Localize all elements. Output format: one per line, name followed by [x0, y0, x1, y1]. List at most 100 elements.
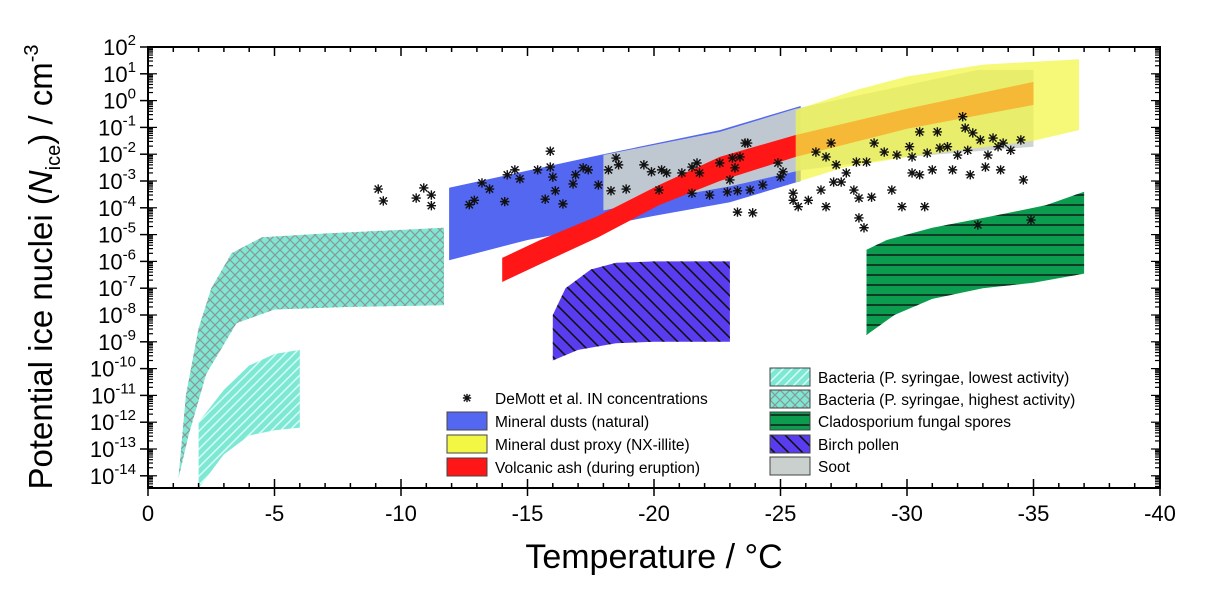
x-tick-label: 0: [142, 501, 154, 526]
y-tick-label: 10-8: [98, 300, 136, 328]
data-point: [879, 147, 889, 157]
y-tick-base: 10: [98, 223, 122, 248]
data-point: [411, 193, 421, 203]
legend-label: Bacteria (P. syringae, highest activity): [818, 392, 1075, 409]
y-tick-label: 100: [103, 86, 136, 114]
data-point: [532, 165, 543, 175]
data-point: [548, 172, 558, 182]
data-point: [778, 167, 788, 177]
legend-swatch: [446, 434, 488, 454]
data-point: [983, 150, 993, 160]
data-point: [656, 165, 667, 175]
data-point: [904, 142, 915, 152]
data-point: [935, 143, 945, 153]
data-point: [502, 170, 512, 180]
data-point: [654, 185, 664, 195]
data-point: [722, 187, 733, 197]
data-point: [811, 147, 821, 157]
data-point: [426, 190, 437, 200]
legend-item-bacteria-p-syringae-lowest-activity: Bacteria (P. syringae, lowest activity): [769, 367, 1069, 387]
data-point: [973, 220, 983, 230]
region-birch-pollen: [552, 261, 730, 361]
data-point: [477, 178, 487, 188]
data-point: [603, 165, 614, 175]
data-point: [975, 135, 986, 145]
data-point: [998, 138, 1008, 148]
legend-label: Volcanic ash (during eruption): [495, 460, 700, 477]
data-point: [677, 168, 687, 178]
data-point: [849, 185, 859, 195]
data-point: [373, 184, 383, 194]
data-point: [606, 186, 616, 196]
y-tick-base: 10: [90, 464, 114, 489]
data-point: [558, 199, 568, 209]
data-point: [378, 196, 388, 206]
x-tick-label: -10: [385, 501, 417, 526]
region-pattern: [198, 349, 300, 488]
y-tick-label: 102: [103, 32, 136, 60]
data-point: [613, 160, 624, 170]
y-tick-base: 10: [90, 437, 114, 462]
data-point: [687, 188, 697, 198]
data-point: [661, 168, 672, 178]
data-point: [1016, 135, 1026, 145]
data-point: [907, 168, 917, 178]
y-axis-label: Potential ice nuclei (Nice) / cm-3: [21, 44, 65, 489]
data-point: [540, 194, 550, 204]
data-point: [419, 183, 429, 193]
data-point: [851, 157, 862, 167]
legend-swatch-pattern: [769, 389, 811, 409]
data-point: [980, 162, 991, 172]
legend-label: Mineral dust proxy (NX-illite): [495, 437, 690, 454]
y-tick-label: 10-3: [98, 166, 136, 194]
x-tick-label: -5: [265, 501, 285, 526]
y-tick-base: 10: [90, 410, 114, 435]
y-tick-label: 10-9: [98, 327, 136, 355]
legend-asterisk-icon: [462, 393, 472, 403]
y-tick-exponent: 2: [128, 32, 136, 49]
data-point: [500, 196, 510, 207]
data-point: [788, 188, 798, 198]
data-point: [773, 158, 783, 168]
data-point: [897, 202, 907, 212]
y-tick-label: 10-2: [98, 139, 136, 167]
y-tick-label: 101: [103, 59, 136, 87]
x-tick-label: -15: [512, 501, 544, 526]
y-tick-label: 10-14: [90, 461, 136, 489]
legend-item-volcanic-ash-during-eruption: Volcanic ash (during eruption): [446, 457, 700, 477]
data-point: [859, 223, 869, 233]
data-point: [826, 138, 836, 148]
y-tick-base: 10: [98, 249, 122, 274]
data-point: [464, 200, 474, 210]
data-point: [747, 208, 758, 218]
y-tick-base: 10: [98, 196, 122, 221]
y-tick-exponent: -4: [123, 193, 136, 210]
data-point: [687, 162, 697, 172]
region-bacteria-p-syringae-highest-activity: [178, 227, 444, 479]
data-point: [892, 150, 902, 160]
y-tick-exponent: -9: [123, 327, 136, 344]
data-point: [965, 170, 975, 180]
region-pattern: [866, 191, 1085, 335]
data-point: [545, 162, 555, 172]
data-point: [515, 174, 525, 184]
data-point: [694, 168, 705, 178]
y-tick-exponent: -12: [114, 407, 136, 424]
regions-layer: [178, 59, 1085, 488]
y-tick-base: 10: [98, 169, 122, 194]
data-point: [735, 152, 745, 162]
y-tick-exponent: -6: [123, 246, 136, 263]
data-point: [821, 202, 831, 212]
data-point: [1006, 145, 1016, 155]
x-tick-label: -35: [1018, 501, 1050, 526]
y-tick-exponent: -7: [123, 273, 136, 290]
y-tick-label: 10-11: [91, 380, 136, 408]
legend-label: Cladosporium fungal spores: [818, 414, 1011, 431]
x-tick-label: -40: [1144, 501, 1176, 526]
y-tick-exponent: -5: [123, 220, 136, 237]
data-point: [828, 177, 839, 187]
data-point: [993, 142, 1003, 152]
y-tick-label: 10-4: [98, 193, 136, 221]
data-point: [758, 180, 768, 190]
